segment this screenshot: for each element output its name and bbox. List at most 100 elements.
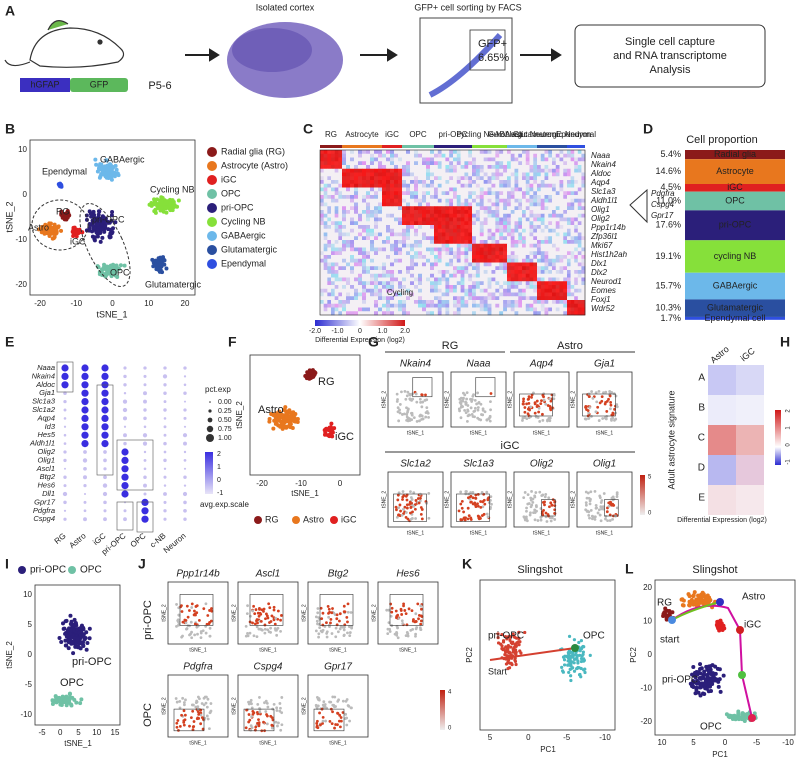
heat-cell [342, 277, 347, 282]
dot [614, 394, 618, 398]
legend-label: OPC [80, 565, 102, 576]
heat-cell [503, 277, 508, 282]
heat-cell [581, 277, 586, 282]
heat-cell [563, 213, 568, 218]
dot [548, 397, 552, 401]
heat-cell [503, 307, 508, 312]
heat-cell [487, 243, 492, 248]
heat-cell [346, 153, 351, 158]
dot [523, 416, 527, 419]
heat-cell [577, 210, 582, 215]
heat-cell [445, 161, 450, 166]
heat-cell [468, 198, 473, 203]
heat-cell [402, 187, 407, 192]
heat-cell [398, 307, 403, 312]
heat-cell [507, 232, 512, 237]
dot [193, 612, 197, 616]
heat-cell [378, 270, 383, 275]
heat-cell [483, 157, 488, 162]
heat-cell [460, 157, 465, 162]
heat-cell [327, 221, 332, 226]
heat-cell [479, 187, 484, 192]
dot [103, 475, 107, 480]
size-tick: 0.25 [218, 408, 232, 415]
heat-cell [422, 258, 427, 263]
heat-cell [487, 225, 492, 230]
heat-cell [475, 228, 481, 233]
heat-cell [437, 217, 442, 222]
heat-cell [540, 277, 545, 282]
heat-cell [338, 198, 343, 203]
heat-cell [577, 161, 582, 166]
dot [534, 504, 538, 507]
heat-cell [464, 198, 469, 203]
heat-cell [567, 243, 571, 248]
heat-cell [320, 221, 324, 226]
heat-cell [548, 157, 553, 162]
heat-cell [422, 251, 427, 256]
heat-cell [540, 255, 545, 260]
heat-cell [472, 251, 477, 256]
heat-cell [362, 217, 367, 222]
heat-cell [563, 266, 568, 271]
heat-cell [537, 198, 542, 203]
heat-cell [374, 303, 379, 308]
heat-cell [510, 311, 515, 316]
heat-cell [370, 228, 375, 233]
heat-cell [483, 195, 488, 200]
dot [412, 491, 416, 495]
heat-cell [567, 172, 571, 177]
heat-cell [563, 191, 568, 196]
dot [53, 694, 58, 699]
heat-cell [525, 210, 530, 215]
heat-cell [548, 273, 553, 278]
axis-label: tSNE_1 [407, 430, 424, 436]
heat-cell [503, 153, 508, 158]
heat-cell [406, 202, 411, 207]
label: tSNE_1 [291, 489, 319, 498]
heat-cell [422, 198, 427, 203]
heat-cell [434, 300, 439, 305]
heat-cell [437, 153, 442, 158]
heat-cell [529, 300, 534, 305]
heat-cell [544, 292, 549, 297]
dot [601, 506, 605, 510]
dot [460, 506, 464, 510]
heat-cell [468, 266, 473, 271]
dot [63, 467, 67, 470]
dot [329, 421, 334, 426]
heat-cell [394, 172, 399, 177]
heat-cell [434, 202, 439, 207]
gene-title: Slc1a2 [400, 459, 431, 470]
heat-cell [479, 296, 484, 301]
heat-cell [342, 157, 347, 162]
heat-cell [559, 251, 564, 256]
heat-cell [487, 180, 492, 185]
heat-cell [394, 236, 399, 241]
dot [123, 509, 127, 513]
heat-cell [426, 150, 431, 155]
heat-cell [574, 288, 579, 293]
heat-cell [552, 311, 557, 316]
heat-cell [507, 300, 512, 305]
heat-cell [548, 225, 553, 230]
heat-cell [354, 150, 359, 155]
gene-label: Hist1h2ah [591, 250, 628, 259]
heat-cell [495, 206, 500, 211]
heat-cell [418, 270, 423, 275]
heat-cell [570, 281, 575, 286]
heat-cell [334, 217, 339, 222]
heat-cell [342, 213, 347, 218]
heat-cell [382, 311, 387, 316]
heat-cell [430, 292, 435, 297]
heat-cell [386, 288, 391, 293]
heat-cell [468, 296, 473, 301]
heat-cell [362, 206, 367, 211]
dot [406, 517, 410, 521]
heat-cell [386, 153, 391, 158]
heat-cell [410, 296, 415, 301]
heat-cell [386, 217, 391, 222]
heat-cell [366, 285, 371, 290]
heat-cell [453, 262, 458, 267]
heat-cell [445, 240, 450, 245]
